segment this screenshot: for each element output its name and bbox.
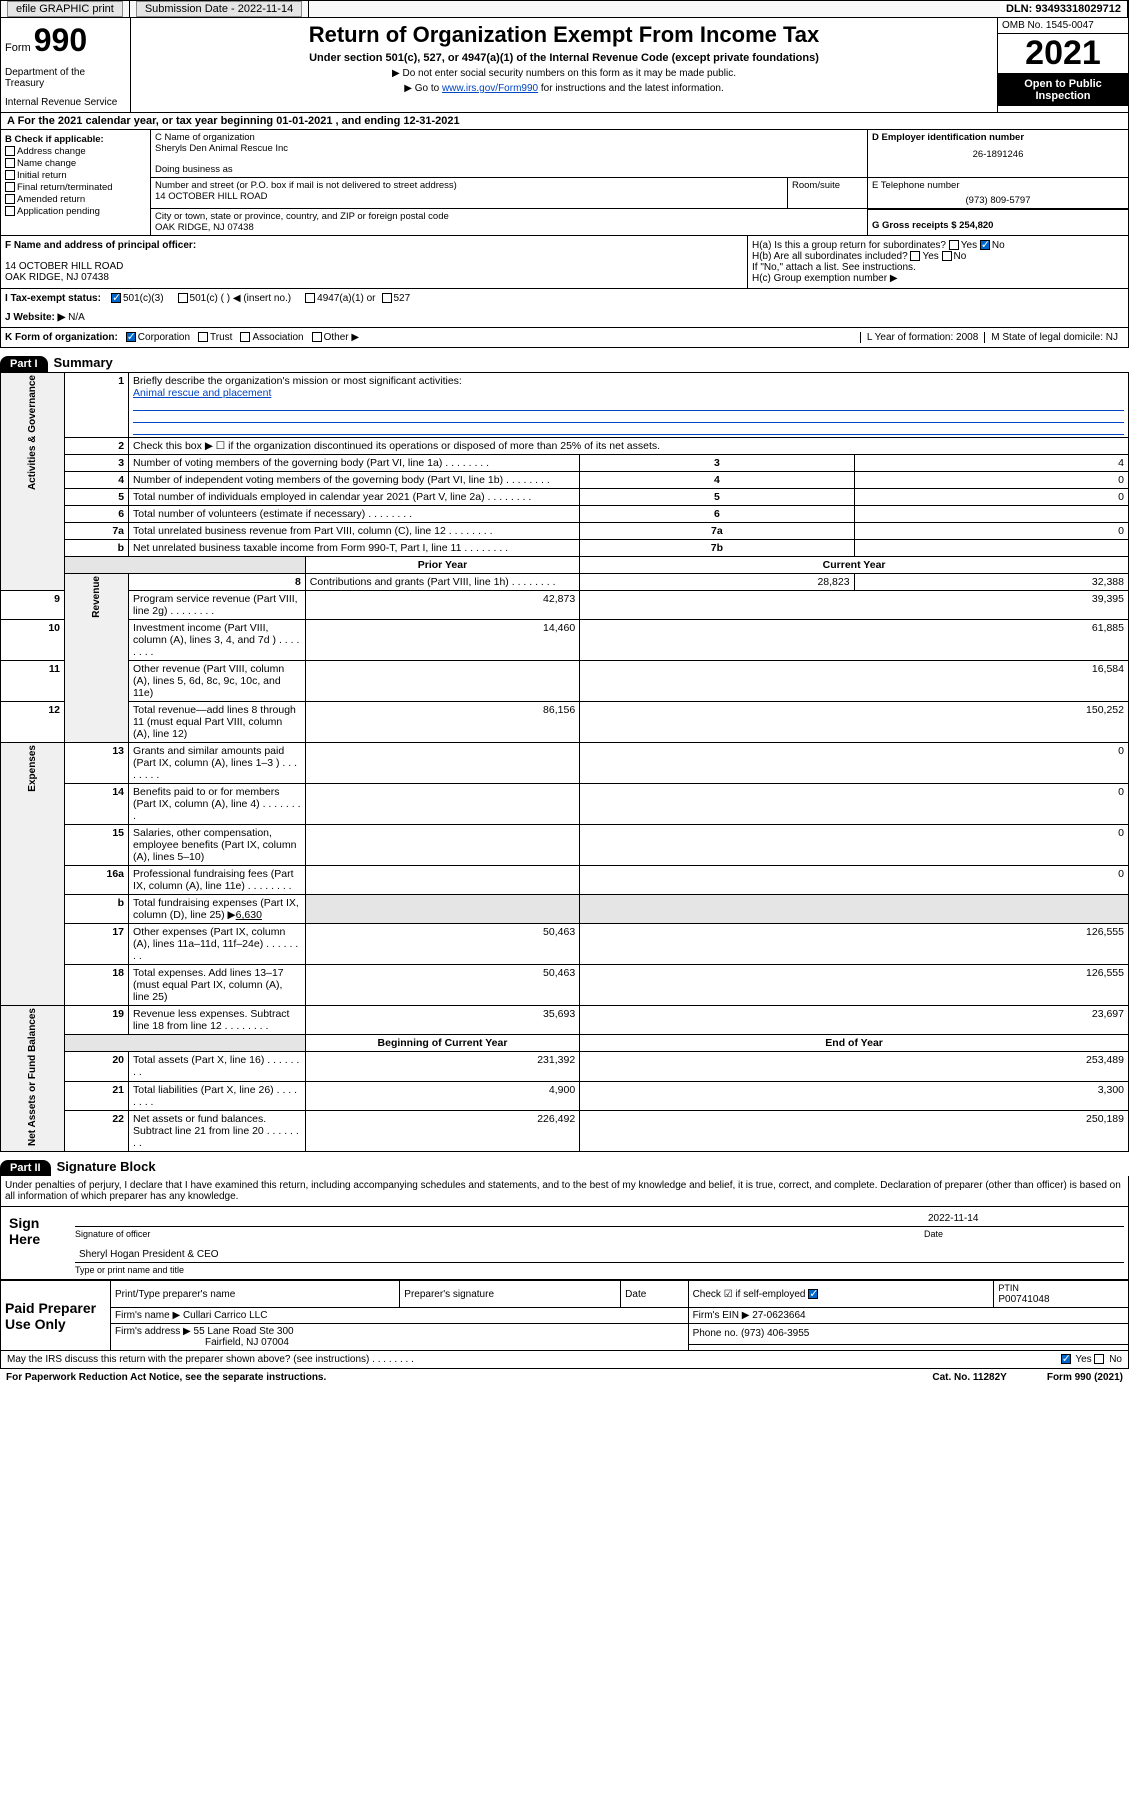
omb-number: OMB No. 1545-0047 <box>998 18 1128 34</box>
hb-yes[interactable] <box>910 251 920 261</box>
form-subtitle: Under section 501(c), 527, or 4947(a)(1)… <box>135 52 993 64</box>
chk-initial[interactable] <box>5 170 15 180</box>
section-a: A For the 2021 calendar year, or tax yea… <box>0 113 1129 130</box>
form-title: Return of Organization Exempt From Incom… <box>135 22 993 48</box>
ha-no[interactable] <box>980 240 990 250</box>
ein-label: D Employer identification number <box>872 132 1124 143</box>
chk-527[interactable] <box>382 293 392 303</box>
hb-note: If "No," attach a list. See instructions… <box>752 262 1124 273</box>
chk-501c3[interactable] <box>111 293 121 303</box>
chk-assoc[interactable] <box>240 332 250 342</box>
chk-self-employed[interactable] <box>808 1289 818 1299</box>
chk-amended[interactable] <box>5 194 15 204</box>
gross-receipts: G Gross receipts $ 254,820 <box>872 220 1124 231</box>
sign-here-label: Sign Here <box>1 1207 71 1279</box>
irs-label: Internal Revenue Service <box>5 97 126 108</box>
declaration-text: Under penalties of perjury, I declare th… <box>1 1176 1128 1207</box>
submission-btn[interactable]: Submission Date - 2022-11-14 <box>136 1 302 17</box>
hb-no[interactable] <box>942 251 952 261</box>
top-bar: efile GRAPHIC print Submission Date - 20… <box>0 0 1129 18</box>
city-value: OAK RIDGE, NJ 07438 <box>155 222 863 233</box>
ha-label: H(a) Is this a group return for subordin… <box>752 240 946 251</box>
form-header: Form 990 Department of the Treasury Inte… <box>0 18 1129 113</box>
footer: For Paperwork Reduction Act Notice, see … <box>0 1369 1129 1386</box>
section-bcde: B Check if applicable: Address change Na… <box>0 130 1129 236</box>
discuss-yes[interactable] <box>1061 1354 1071 1364</box>
chk-other[interactable] <box>312 332 322 342</box>
tel-value: (973) 809-5797 <box>872 195 1124 206</box>
section-i: I Tax-exempt status: 501(c)(3) 501(c) ( … <box>0 289 1129 308</box>
part1-title: Summary <box>54 355 113 370</box>
col-b-label: B Check if applicable: <box>5 134 146 145</box>
chk-corp[interactable] <box>126 332 136 342</box>
irs-link[interactable]: www.irs.gov/Form990 <box>442 83 538 94</box>
chk-name[interactable] <box>5 158 15 168</box>
preparer-label: Paid Preparer Use Only <box>1 1281 111 1351</box>
city-label: City or town, state or province, country… <box>155 211 863 222</box>
note-goto-pre: ▶ Go to <box>404 83 442 94</box>
officer-addr1: 14 OCTOBER HILL ROAD <box>5 261 743 272</box>
note-ssn: ▶ Do not enter social security numbers o… <box>135 68 993 79</box>
tax-year: 2021 <box>998 34 1128 74</box>
open-inspection: Open to Public Inspection <box>998 74 1128 106</box>
chk-pending[interactable] <box>5 206 15 216</box>
summary-table: Activities & Governance 1 Briefly descri… <box>0 372 1129 1152</box>
section-klm: K Form of organization: Corporation Trus… <box>0 328 1129 348</box>
discuss-no[interactable] <box>1094 1354 1104 1364</box>
chk-trust[interactable] <box>198 332 208 342</box>
section-fh: F Name and address of principal officer:… <box>0 236 1129 289</box>
officer-addr2: OAK RIDGE, NJ 07438 <box>5 272 743 283</box>
chk-501c[interactable] <box>178 293 188 303</box>
discuss-row: May the IRS discuss this return with the… <box>0 1351 1129 1369</box>
hc-label: H(c) Group exemption number ▶ <box>752 273 1124 284</box>
mission-text: Animal rescue and placement <box>133 387 271 399</box>
state-domicile: M State of legal domicile: NJ <box>984 332 1124 343</box>
part2-title: Signature Block <box>57 1159 156 1174</box>
org-name-label: C Name of organization <box>155 132 863 143</box>
website-value: N/A <box>68 312 85 323</box>
part1-header: Part I <box>0 356 48 372</box>
chk-final[interactable] <box>5 182 15 192</box>
dba-label: Doing business as <box>155 164 863 175</box>
room-label: Room/suite <box>788 178 868 208</box>
efile-btn[interactable]: efile GRAPHIC print <box>7 1 123 17</box>
form-number: 990 <box>34 22 87 58</box>
org-name: Sheryls Den Animal Rescue Inc <box>155 143 863 154</box>
ha-yes[interactable] <box>949 240 959 250</box>
part2-header: Part II <box>0 1160 51 1176</box>
addr-value: 14 OCTOBER HILL ROAD <box>155 191 783 202</box>
ein-value: 26-1891246 <box>872 149 1124 160</box>
signature-block: Under penalties of perjury, I declare th… <box>0 1176 1129 1280</box>
preparer-table: Paid Preparer Use Only Print/Type prepar… <box>0 1280 1129 1351</box>
officer-label: F Name and address of principal officer: <box>5 240 743 251</box>
dln-label: DLN: 93493318029712 <box>1000 1 1128 17</box>
addr-label: Number and street (or P.O. box if mail i… <box>155 180 783 191</box>
year-formation: L Year of formation: 2008 <box>860 332 984 343</box>
hb-label: H(b) Are all subordinates included? <box>752 251 908 262</box>
form-label: Form <box>5 42 31 54</box>
chk-4947[interactable] <box>305 293 315 303</box>
dept-label: Department of the Treasury <box>5 67 126 89</box>
section-j: J Website: ▶ N/A <box>0 308 1129 328</box>
note-goto-post: for instructions and the latest informat… <box>538 83 724 94</box>
tel-label: E Telephone number <box>872 180 1124 191</box>
chk-address[interactable] <box>5 146 15 156</box>
